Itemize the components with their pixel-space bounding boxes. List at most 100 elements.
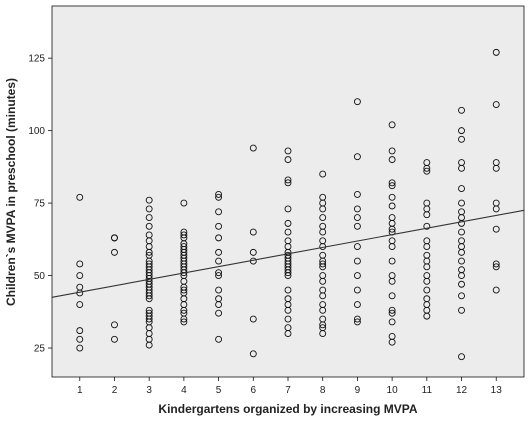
data-point <box>284 315 292 323</box>
data-point <box>458 219 465 227</box>
data-point <box>423 211 431 219</box>
data-point <box>180 318 188 326</box>
data-point <box>215 301 223 308</box>
data-point <box>388 338 396 346</box>
data-point <box>423 277 431 285</box>
data-point <box>284 330 292 337</box>
data-point <box>492 260 500 268</box>
fit-line <box>51 209 525 298</box>
data-point <box>76 327 84 335</box>
data-point <box>492 205 500 213</box>
data-point <box>319 330 327 337</box>
data-point <box>145 341 153 349</box>
data-point <box>215 257 223 265</box>
data-point <box>388 202 396 210</box>
data-point <box>388 182 396 190</box>
x-tick-label: 5 <box>216 385 222 396</box>
data-point <box>76 301 84 308</box>
y-tick-label: 125 <box>28 54 45 65</box>
data-point <box>180 315 188 323</box>
data-point <box>319 205 327 213</box>
data-point <box>215 309 223 317</box>
data-point <box>76 335 84 343</box>
data-point <box>388 292 396 300</box>
data-point <box>353 222 361 230</box>
data-point <box>215 234 223 242</box>
data-point <box>388 156 396 164</box>
data-point <box>458 280 465 288</box>
data-point <box>423 164 431 172</box>
data-point <box>388 318 396 326</box>
y-axis-title: Children`s MVPA in preschool (minutes) <box>4 78 18 306</box>
x-tick-label: 8 <box>320 385 326 396</box>
data-point <box>249 144 257 152</box>
data-point <box>284 176 292 184</box>
data-point <box>423 263 431 271</box>
x-tick-label: 1 <box>77 385 83 396</box>
data-point <box>458 185 465 193</box>
data-point <box>76 344 84 352</box>
data-point <box>284 269 292 277</box>
data-point <box>284 205 292 213</box>
data-point <box>492 225 500 233</box>
data-point <box>388 121 396 129</box>
data-point <box>319 214 327 222</box>
data-point <box>458 248 465 256</box>
data-point <box>215 193 223 201</box>
data-point <box>353 257 361 265</box>
data-point <box>284 156 292 164</box>
data-point <box>145 196 153 204</box>
data-point <box>215 248 223 256</box>
data-points <box>76 48 500 361</box>
data-point <box>319 263 327 271</box>
data-point <box>492 164 500 172</box>
data-point <box>353 214 361 222</box>
x-axis-title: Kindergartens organized by increasing MV… <box>158 402 418 416</box>
data-point <box>458 257 465 265</box>
data-point <box>215 208 223 216</box>
data-point <box>180 199 188 207</box>
data-point <box>353 98 361 106</box>
data-point <box>388 277 396 285</box>
data-point <box>319 277 327 285</box>
data-point <box>458 353 465 361</box>
data-point <box>353 243 361 251</box>
data-point <box>388 306 396 314</box>
data-point <box>492 101 500 108</box>
data-point <box>180 286 188 294</box>
data-point <box>249 350 257 358</box>
data-point <box>319 228 327 236</box>
data-point <box>111 234 118 242</box>
data-point <box>215 286 223 294</box>
data-point <box>319 321 327 329</box>
data-point <box>215 222 223 230</box>
x-tick-label: 11 <box>422 385 433 396</box>
data-point <box>423 286 431 294</box>
data-point <box>319 306 327 314</box>
data-point <box>249 315 257 323</box>
data-point <box>319 170 327 178</box>
data-point <box>145 222 153 230</box>
data-point <box>353 301 361 308</box>
data-point <box>492 263 500 271</box>
data-point <box>458 106 465 114</box>
data-point <box>284 306 292 314</box>
data-point <box>353 205 361 213</box>
data-point <box>353 190 361 198</box>
data-point <box>458 199 465 207</box>
data-point <box>76 272 84 280</box>
data-point <box>492 286 500 294</box>
data-point <box>215 272 223 280</box>
data-point <box>353 315 361 323</box>
data-point <box>353 153 361 161</box>
x-tick-label: 9 <box>355 385 361 396</box>
data-point <box>249 248 257 256</box>
data-point <box>458 306 465 314</box>
x-axis: 1 2 3 4 5 6 7 8 9 10 11 12 13 <box>77 377 502 396</box>
x-tick-label: 10 <box>387 385 399 396</box>
data-point <box>76 193 84 201</box>
data-point <box>458 135 465 143</box>
data-point <box>388 225 396 233</box>
data-point <box>76 260 84 268</box>
